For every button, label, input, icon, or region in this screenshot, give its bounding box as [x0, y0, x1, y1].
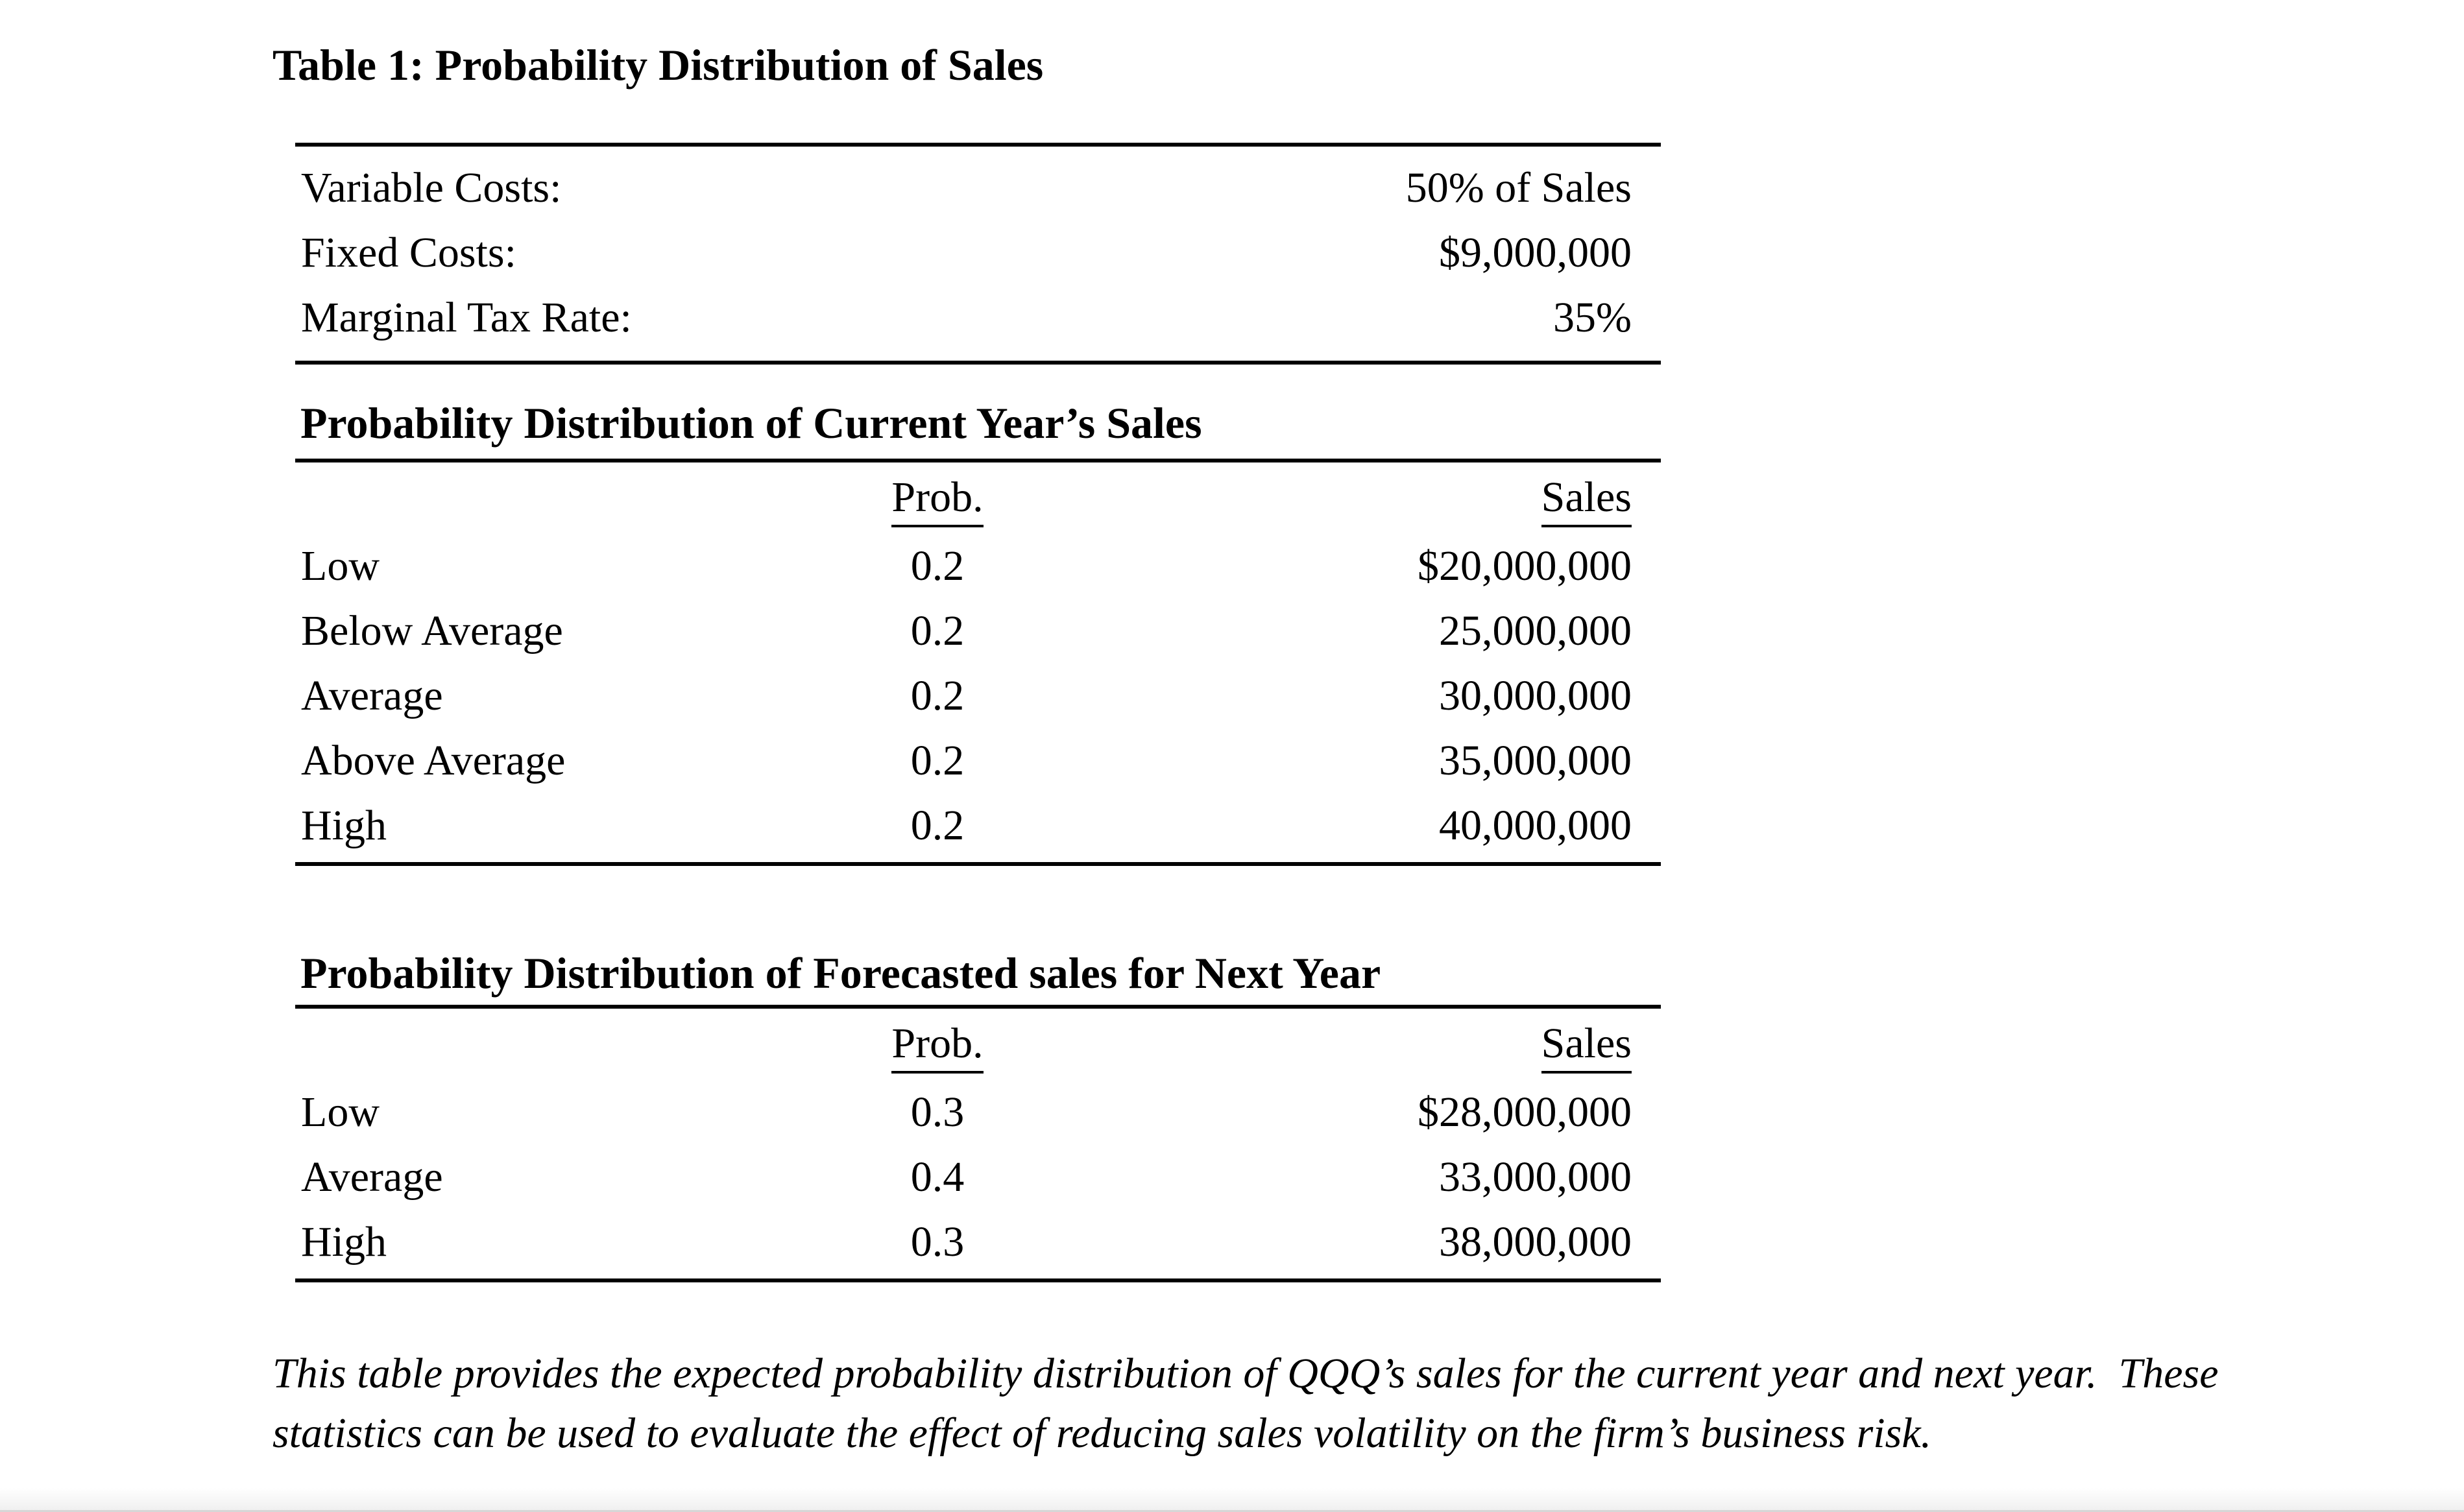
parameters-table-top-rule [295, 143, 1661, 147]
prob-column-header: Prob. [840, 473, 1035, 527]
row-sales: 35,000,000 [1439, 737, 1632, 784]
table-title: Table 1: Probability Distribution of Sal… [272, 40, 1044, 90]
row-sales: 30,000,000 [1439, 672, 1632, 719]
row-prob: 0.2 [910, 802, 965, 849]
next-year-heading: Probability Distribution of Forecasted s… [300, 948, 1381, 998]
next-year-table-rows: Low 0.3 $28,000,000 Average 0.4 33,000,0… [295, 1080, 1661, 1278]
table-row: Variable Costs: 50% of Sales [295, 156, 1661, 221]
table-row: High 0.3 38,000,000 [295, 1210, 1661, 1275]
row-sales: 40,000,000 [1439, 802, 1632, 849]
row-label: Average [301, 672, 443, 719]
current-year-table-top-rule [295, 459, 1661, 462]
parameters-table-rows: Variable Costs: 50% of Sales Fixed Costs… [295, 147, 1661, 361]
current-year-table-bottom-rule [295, 862, 1661, 866]
current-year-table-rows: Low 0.2 $20,000,000 Below Average 0.2 25… [295, 534, 1661, 862]
window-bottom-edge [0, 1488, 2464, 1512]
column-header-row: Prob. Sales [295, 1009, 1661, 1080]
next-year-table: Prob. Sales Low 0.3 $28,000,000 Average … [295, 1005, 1661, 1282]
row-label: High [301, 1218, 387, 1266]
table-note: This table provides the expected probabi… [272, 1350, 2230, 1457]
table-row: Average 0.2 30,000,000 [295, 664, 1661, 728]
row-label: Low [301, 1088, 380, 1136]
row-prob: 0.3 [910, 1088, 965, 1136]
row-label: Below Average [301, 607, 563, 654]
row-label: Marginal Tax Rate: [301, 294, 632, 341]
row-label: Average [301, 1153, 443, 1201]
prob-column-header: Prob. [840, 1019, 1035, 1074]
row-label: High [301, 802, 387, 849]
next-year-table-top-rule [295, 1005, 1661, 1009]
sales-column-header: Sales [1035, 1019, 1661, 1074]
table-row: Below Average 0.2 25,000,000 [295, 599, 1661, 664]
row-prob: 0.2 [910, 607, 965, 654]
row-sales: 38,000,000 [1439, 1218, 1632, 1266]
row-value: 35% [1553, 294, 1632, 341]
table-row: Marginal Tax Rate: 35% [295, 285, 1661, 350]
row-value: $9,000,000 [1439, 229, 1632, 276]
table-row: Fixed Costs: $9,000,000 [295, 221, 1661, 285]
table-row: High 0.2 40,000,000 [295, 793, 1661, 858]
table-row: Above Average 0.2 35,000,000 [295, 728, 1661, 793]
row-prob: 0.4 [910, 1153, 965, 1201]
row-label: Fixed Costs: [301, 229, 516, 276]
row-prob: 0.2 [910, 672, 965, 719]
row-sales: $20,000,000 [1418, 542, 1632, 590]
next-year-table-bottom-rule [295, 1278, 1661, 1282]
parameters-table: Variable Costs: 50% of Sales Fixed Costs… [295, 143, 1661, 365]
table-row: Average 0.4 33,000,000 [295, 1145, 1661, 1210]
table-row: Low 0.3 $28,000,000 [295, 1080, 1661, 1145]
row-value: 50% of Sales [1405, 164, 1632, 211]
row-sales: $28,000,000 [1418, 1088, 1632, 1136]
row-prob: 0.3 [910, 1218, 965, 1266]
current-year-table: Prob. Sales Low 0.2 $20,000,000 Below Av… [295, 459, 1661, 866]
current-year-heading: Probability Distribution of Current Year… [300, 398, 1202, 448]
row-sales: 25,000,000 [1439, 607, 1632, 654]
parameters-table-bottom-rule [295, 361, 1661, 365]
row-prob: 0.2 [910, 737, 965, 784]
row-label: Variable Costs: [301, 164, 562, 211]
column-header-row: Prob. Sales [295, 462, 1661, 534]
table-row: Low 0.2 $20,000,000 [295, 534, 1661, 599]
row-sales: 33,000,000 [1439, 1153, 1632, 1201]
sales-column-header: Sales [1035, 473, 1661, 527]
row-label: Above Average [301, 737, 566, 784]
row-prob: 0.2 [910, 542, 965, 590]
row-label: Low [301, 542, 380, 590]
